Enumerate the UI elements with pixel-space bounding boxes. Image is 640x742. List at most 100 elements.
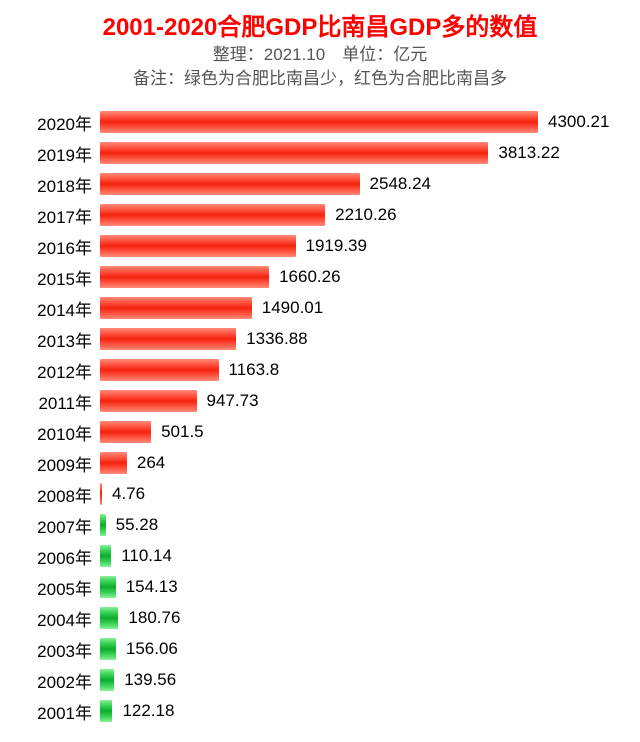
- bar-cell: 156.06: [100, 634, 630, 665]
- red-bar: [100, 235, 296, 257]
- bar-row: 2011年 947.73: [34, 386, 630, 417]
- bar-cell: 501.5: [100, 417, 630, 448]
- value-label: 156.06: [126, 639, 178, 659]
- green-bar: [100, 669, 114, 691]
- bar-row: 2017年 2210.26: [34, 200, 630, 231]
- plot-area: 2020年 4300.21 2019年 3813.22 2018年 2548.24 2017…: [10, 107, 630, 727]
- value-label: 4300.21: [548, 112, 609, 132]
- bar-row: 2003年 156.06: [34, 634, 630, 665]
- year-label: 2003年: [34, 637, 100, 662]
- year-label: 2006年: [34, 544, 100, 569]
- bar-cell: 139.56: [100, 665, 630, 696]
- red-bar: [100, 452, 127, 474]
- value-label: 1163.8: [229, 360, 280, 380]
- green-bar: [100, 576, 116, 598]
- green-bar: [100, 638, 116, 660]
- bar-row: 2008年 4.76: [34, 479, 630, 510]
- year-label: 2005年: [34, 575, 100, 600]
- bar-row: 2002年 139.56: [34, 665, 630, 696]
- bar-row: 2019年 3813.22: [34, 138, 630, 169]
- value-label: 1490.01: [262, 298, 323, 318]
- value-label: 1336.88: [246, 329, 307, 349]
- bar-cell: 55.28: [100, 510, 630, 541]
- red-bar: [100, 142, 488, 164]
- bar-row: 2012年 1163.8: [34, 355, 630, 386]
- bar-cell: 110.14: [100, 541, 630, 572]
- year-label: 2015年: [34, 265, 100, 290]
- value-label: 154.13: [126, 577, 178, 597]
- bar-cell: 1163.8: [100, 355, 630, 386]
- bar-row: 2015年 1660.26: [34, 262, 630, 293]
- bar-cell: 122.18: [100, 696, 630, 727]
- year-label: 2008年: [34, 482, 100, 507]
- gdp-diff-chart: 2001-2020合肥GDP比南昌GDP多的数值 整理：2021.10 单位：亿…: [0, 0, 640, 742]
- bar-cell: 1490.01: [100, 293, 630, 324]
- year-label: 2007年: [34, 513, 100, 538]
- bar-cell: 3813.22: [100, 138, 630, 169]
- year-label: 2013年: [34, 327, 100, 352]
- chart-note: 备注：绿色为合肥比南昌少，红色为合肥比南昌多: [10, 67, 630, 91]
- year-label: 2010年: [34, 420, 100, 445]
- red-bar: [100, 359, 219, 381]
- value-label: 55.28: [116, 515, 159, 535]
- year-label: 2004年: [34, 606, 100, 631]
- bar-cell: 947.73: [100, 386, 630, 417]
- value-label: 2548.24: [370, 174, 431, 194]
- year-label: 2002年: [34, 668, 100, 693]
- chart-subtitle: 整理：2021.10 单位：亿元: [10, 43, 630, 67]
- value-label: 1919.39: [306, 236, 367, 256]
- red-bar: [100, 297, 252, 319]
- green-bar: [100, 545, 111, 567]
- year-label: 2009年: [34, 451, 100, 476]
- value-label: 180.76: [128, 608, 180, 628]
- year-label: 2019年: [34, 141, 100, 166]
- bar-cell: 4.76: [100, 479, 630, 510]
- bar-row: 2014年 1490.01: [34, 293, 630, 324]
- value-label: 110.14: [121, 546, 172, 566]
- bar-cell: 2548.24: [100, 169, 630, 200]
- green-bar: [100, 700, 112, 722]
- red-bar: [100, 111, 538, 133]
- value-label: 4.76: [112, 484, 145, 504]
- year-label: 2018年: [34, 172, 100, 197]
- red-bar: [100, 266, 269, 288]
- year-label: 2001年: [34, 699, 100, 724]
- bar-row: 2007年 55.28: [34, 510, 630, 541]
- bar-cell: 1919.39: [100, 231, 630, 262]
- bar-row: 2018年 2548.24: [34, 169, 630, 200]
- bar-row: 2005年 154.13: [34, 572, 630, 603]
- year-label: 2020年: [34, 110, 100, 135]
- value-label: 501.5: [161, 422, 204, 442]
- green-bar: [100, 607, 118, 629]
- year-label: 2016年: [34, 234, 100, 259]
- year-label: 2011年: [34, 389, 100, 414]
- green-bar: [100, 514, 106, 536]
- year-label: 2012年: [34, 358, 100, 383]
- bar-cell: 1336.88: [100, 324, 630, 355]
- red-bar: [100, 421, 151, 443]
- bar-row: 2004年 180.76: [34, 603, 630, 634]
- bar-cell: 154.13: [100, 572, 630, 603]
- bar-cell: 180.76: [100, 603, 630, 634]
- bar-row: 2016年 1919.39: [34, 231, 630, 262]
- bar-row: 2020年 4300.21: [34, 107, 630, 138]
- red-bar: [100, 390, 197, 412]
- bar-cell: 2210.26: [100, 200, 630, 231]
- value-label: 1660.26: [279, 267, 340, 287]
- bar-cell: 264: [100, 448, 630, 479]
- value-label: 122.18: [122, 701, 174, 721]
- year-label: 2014年: [34, 296, 100, 321]
- value-label: 139.56: [124, 670, 176, 690]
- bar-row: 2001年 122.18: [34, 696, 630, 727]
- red-bar: [100, 328, 236, 350]
- year-label: 2017年: [34, 203, 100, 228]
- bar-row: 2006年 110.14: [34, 541, 630, 572]
- value-label: 947.73: [207, 391, 259, 411]
- bar-row: 2010年 501.5: [34, 417, 630, 448]
- red-bar: [100, 173, 360, 195]
- value-label: 2210.26: [335, 205, 396, 225]
- value-label: 3813.22: [498, 143, 559, 163]
- bar-cell: 4300.21: [100, 107, 630, 138]
- value-label: 264: [137, 453, 165, 473]
- chart-title: 2001-2020合肥GDP比南昌GDP多的数值: [10, 12, 630, 43]
